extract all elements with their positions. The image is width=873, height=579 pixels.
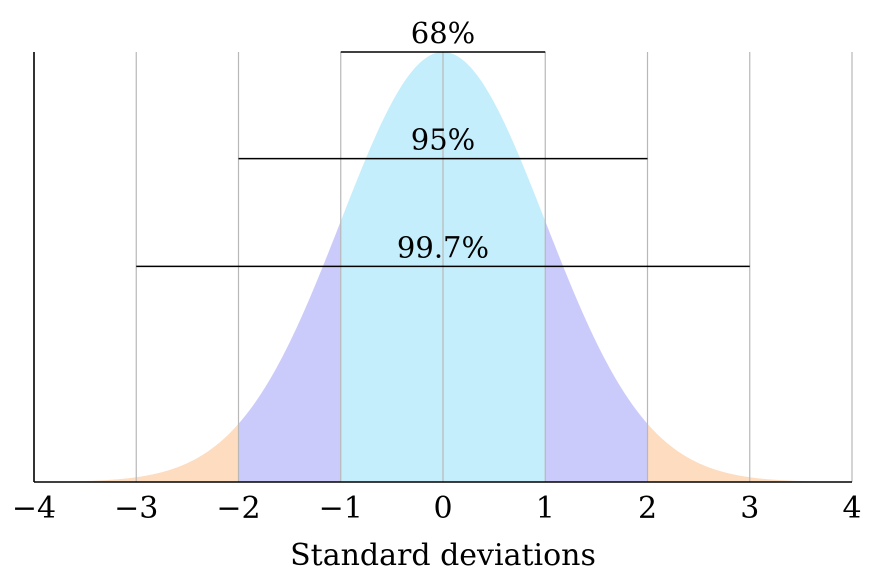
bracket-label-1: 95% <box>411 123 475 157</box>
bracket-label-0: 68% <box>411 16 475 50</box>
x-tick-label-2: −2 <box>216 491 260 526</box>
x-tick-label-6: 2 <box>638 491 657 526</box>
region-1 <box>238 221 341 482</box>
region-4 <box>647 423 852 482</box>
x-tick-label-1: −3 <box>114 491 158 526</box>
region-0 <box>34 423 239 482</box>
x-axis-title: Standard deviations <box>290 538 596 573</box>
region-3 <box>545 221 648 482</box>
x-tick-label-7: 3 <box>740 491 759 526</box>
bracket-label-2: 99.7% <box>397 230 489 264</box>
x-tick-labels: −4 −3 −2 −1 0 1 2 3 4 <box>12 491 862 526</box>
x-tick-label-3: −1 <box>319 491 363 526</box>
percentage-brackets: 68% 95% 99.7% <box>136 16 750 268</box>
x-tick-label-4: 0 <box>433 491 452 526</box>
x-tick-label-5: 1 <box>536 491 555 526</box>
x-tick-label-0: −4 <box>12 491 56 526</box>
x-tick-label-8: 4 <box>842 491 861 526</box>
